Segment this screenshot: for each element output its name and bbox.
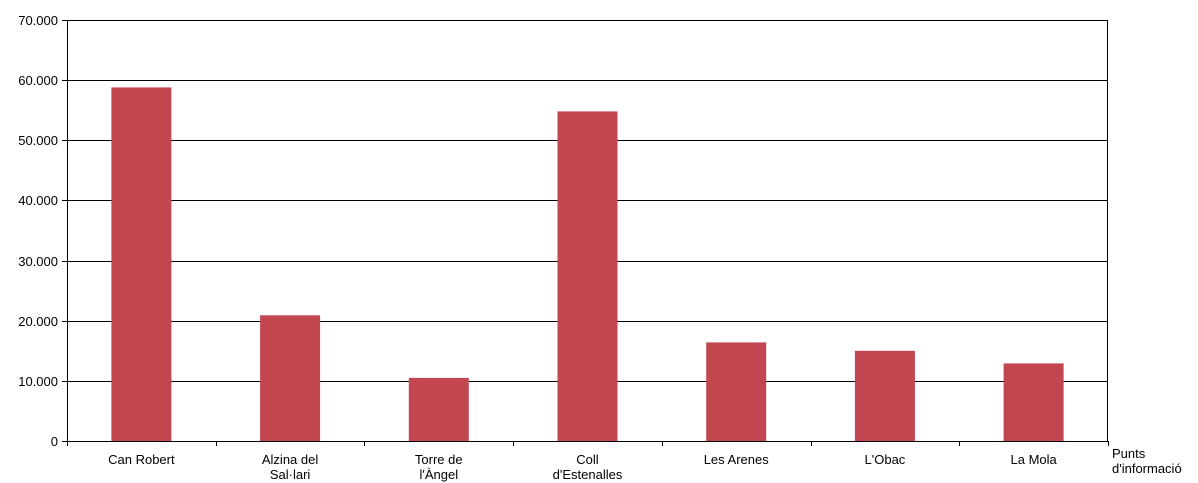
- x-category-label-line: Can Robert: [108, 452, 175, 467]
- x-category-label-line: Sal·lari: [270, 467, 311, 482]
- x-axis-title-line: Punts: [1112, 446, 1146, 461]
- bar: [111, 87, 172, 442]
- bar: [1003, 363, 1064, 441]
- bars: [111, 87, 1064, 442]
- x-category-label-line: Torre de: [415, 452, 463, 467]
- bar: [260, 315, 321, 441]
- x-category-label-line: L'Obac: [865, 452, 906, 467]
- x-axis-title-line: d'informació: [1112, 461, 1182, 476]
- x-category-label-line: La Mola: [1011, 452, 1058, 467]
- x-category-label-line: Coll: [576, 452, 599, 467]
- x-category-label: Can Robert: [108, 452, 175, 467]
- x-axis-title: Punts d'informació: [1112, 446, 1182, 476]
- y-tick-label: 50.000: [18, 133, 58, 148]
- x-category-label-line: l'Àngel: [419, 467, 458, 482]
- y-tick-labels: 0 10.000 20.000 30.000 40.000 50.000 60.000 70.…: [18, 13, 58, 449]
- bar: [706, 342, 767, 441]
- y-tick-label: 60.000: [18, 73, 58, 88]
- bar: [557, 111, 618, 442]
- axes: [62, 20, 1109, 446]
- x-category-label-line: d'Estenalles: [553, 467, 623, 482]
- x-category-label-line: Les Arenes: [704, 452, 770, 467]
- x-category-label: Coll d'Estenalles: [553, 452, 623, 482]
- y-tick-label: 70.000: [18, 13, 58, 28]
- bar: [854, 350, 915, 441]
- x-category-label-line: Alzina del: [262, 452, 318, 467]
- y-tick-label: 20.000: [18, 314, 58, 329]
- y-tick-label: 0: [51, 434, 58, 449]
- x-category-label: Alzina del Sal·lari: [262, 452, 318, 482]
- bar: [408, 377, 469, 441]
- y-tick-label: 30.000: [18, 254, 58, 269]
- x-category-labels: Can Robert Alzina del Sal·lari Torre de l'Àn…: [108, 452, 1057, 482]
- x-category-label: Les Arenes: [704, 452, 770, 467]
- x-category-label: Torre de l'Àngel: [415, 452, 463, 482]
- y-tick-label: 40.000: [18, 193, 58, 208]
- y-tick-label: 10.000: [18, 374, 58, 389]
- x-category-label: L'Obac: [865, 452, 906, 467]
- x-category-label: La Mola: [1011, 452, 1058, 467]
